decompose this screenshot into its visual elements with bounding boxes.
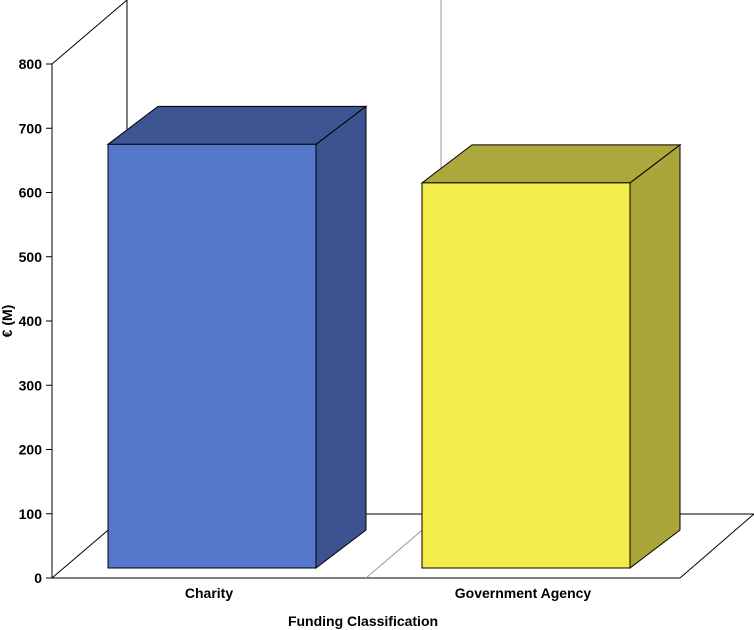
- y-tick-label: 700: [19, 120, 43, 136]
- bars: [106, 105, 682, 570]
- y-axis-ticks: 0 100 200 300 400 500 600 700 800: [19, 56, 52, 586]
- bar-front-face: [107, 143, 317, 569]
- y-tick-label: 400: [19, 313, 43, 329]
- x-axis-title: Funding Classification: [288, 613, 438, 629]
- bar-side-face: [315, 105, 367, 570]
- x-category-label: Charity: [185, 585, 233, 601]
- y-axis-title: € (M): [0, 305, 15, 338]
- y-tick-label: 800: [19, 56, 43, 72]
- y-tick-label: 500: [19, 249, 43, 265]
- bar-charity: [106, 105, 368, 570]
- y-tick-label: 300: [19, 377, 43, 393]
- y-tick-label: 100: [19, 506, 43, 522]
- wall-top-diagonal: [51, 0, 128, 65]
- bar-front-face: [421, 182, 631, 569]
- x-category-label: Government Agency: [455, 585, 592, 601]
- y-tick-label: 200: [19, 442, 43, 458]
- y-tick-label: 600: [19, 185, 43, 201]
- y-tick-label: 0: [34, 570, 42, 586]
- x-axis-categories: Charity Government Agency: [185, 585, 592, 601]
- bar-government-agency: [420, 143, 682, 570]
- floor-right-diagonal: [679, 513, 754, 579]
- bar-side-face: [629, 143, 681, 570]
